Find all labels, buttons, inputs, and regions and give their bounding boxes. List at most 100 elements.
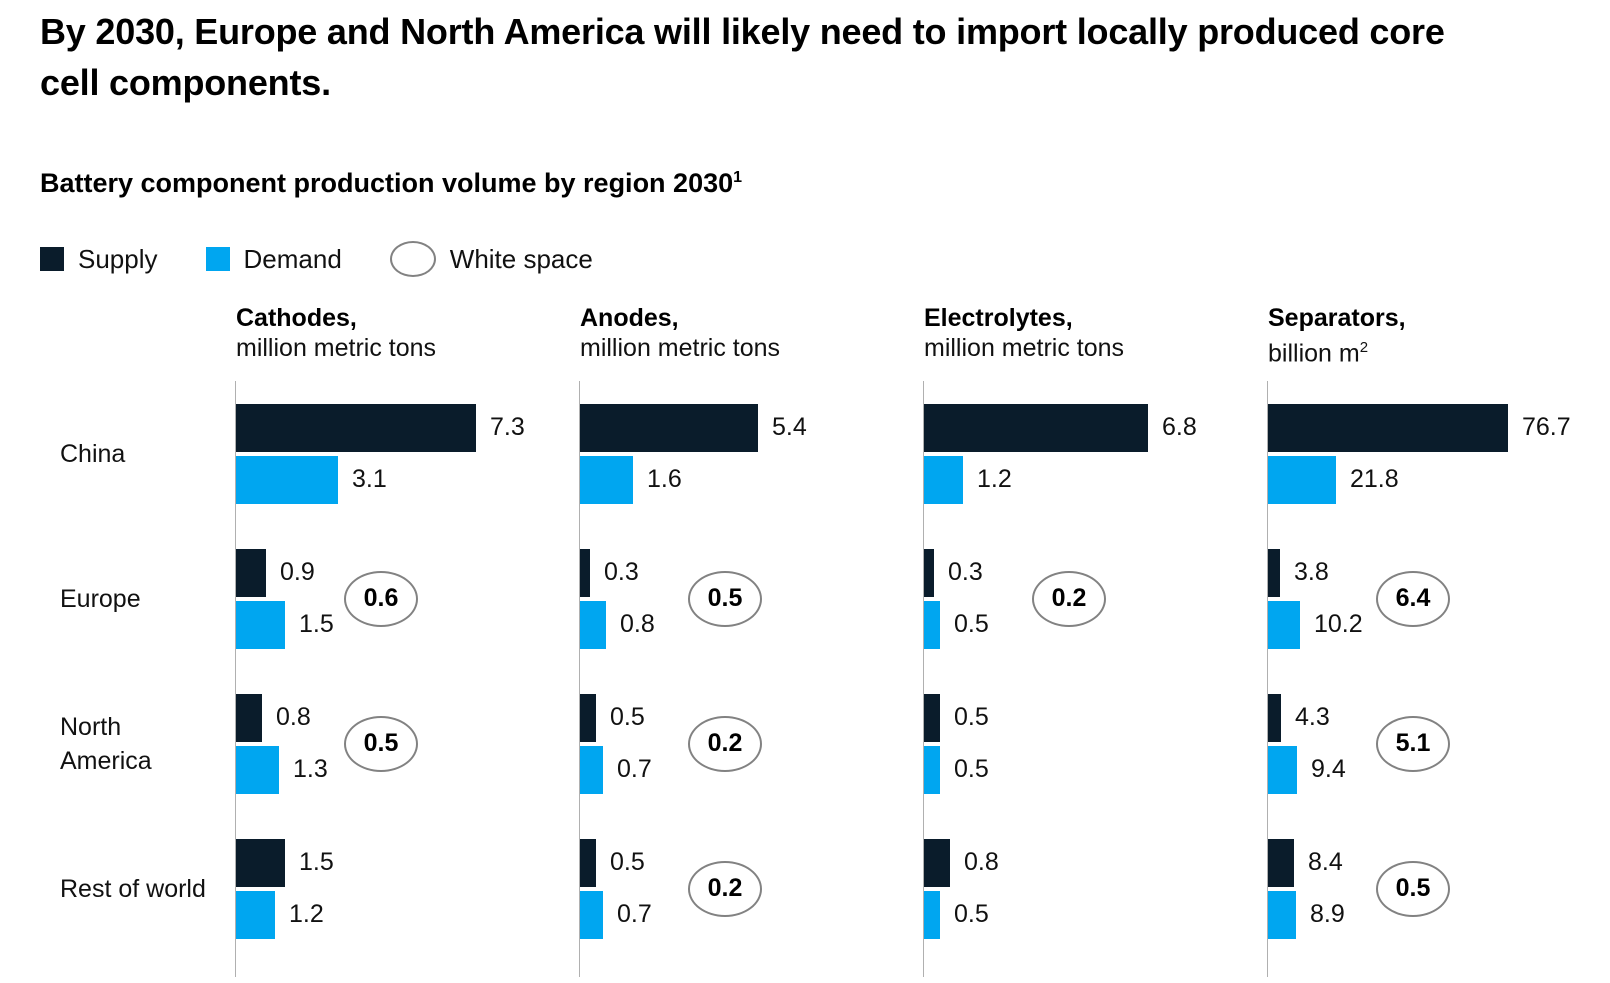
demand-bar — [1268, 600, 1300, 649]
supply-bar-row: 0.3 — [924, 548, 1267, 597]
demand-value-label: 0.5 — [954, 755, 989, 784]
demand-bar — [924, 890, 940, 939]
panel-unit: million metric tons — [236, 334, 437, 363]
supply-value-label: 3.8 — [1294, 558, 1329, 587]
demand-value-label: 0.5 — [954, 610, 989, 639]
white-space-ellipse: 0.5 — [344, 715, 418, 772]
bar-pair: 8.4 8.9 — [1268, 838, 1610, 939]
demand-value-label: 21.8 — [1350, 465, 1399, 494]
supply-value-label: 0.8 — [276, 703, 311, 732]
supply-value-label: 76.7 — [1522, 413, 1571, 442]
white-space-ellipse-icon — [389, 241, 436, 278]
supply-bar — [1268, 838, 1294, 887]
demand-bar-row: 1.3 — [236, 745, 579, 794]
panel-title: Cathodes, — [236, 304, 357, 333]
demand-bar — [580, 600, 606, 649]
demand-value-label: 9.4 — [1311, 755, 1346, 784]
bar-pair: 0.8 0.5 — [924, 838, 1267, 939]
supply-bar — [924, 548, 934, 597]
panel-title: Electrolytes, — [924, 304, 1073, 333]
supply-bar-row: 3.8 — [1268, 548, 1610, 597]
panel-header-2: Anodes, million metric tons — [579, 303, 923, 381]
bar-pair: 0.5 0.5 — [924, 693, 1267, 794]
demand-bar — [924, 745, 940, 794]
demand-bar-row: 0.7 — [580, 745, 923, 794]
axis-extension-1 — [235, 961, 579, 978]
panel-header-1: Cathodes, million metric tons — [235, 303, 579, 381]
supply-value-label: 7.3 — [490, 413, 525, 442]
supply-bar — [580, 548, 590, 597]
region-column-spacer — [40, 303, 235, 381]
demand-bar-row: 0.8 — [580, 600, 923, 649]
panel-cell-4: 76.7 21.8 — [1267, 381, 1610, 527]
white-space-ellipse: 0.2 — [688, 860, 762, 917]
demand-value-label: 1.2 — [977, 465, 1012, 494]
supply-value-label: 0.9 — [280, 558, 315, 587]
bar-pair: 7.3 3.1 — [236, 403, 579, 504]
demand-bar — [924, 600, 940, 649]
supply-bar-row: 0.9 — [236, 548, 579, 597]
panel-cell-1: 0.9 1.5 0.6 — [235, 526, 579, 672]
demand-bar-row: 10.2 — [1268, 600, 1610, 649]
legend-label-supply: Supply — [78, 243, 158, 274]
demand-bar — [580, 745, 603, 794]
supply-bar-row: 8.4 — [1268, 838, 1610, 887]
supply-bar-row: 0.8 — [924, 838, 1267, 887]
panel-cell-1: 1.5 1.2 — [235, 816, 579, 962]
region-label: Rest of world — [60, 874, 206, 903]
demand-value-label: 1.3 — [293, 755, 328, 784]
axis-extension-2 — [579, 961, 923, 978]
demand-bar-row: 21.8 — [1268, 455, 1610, 504]
supply-bar-row: 1.5 — [236, 838, 579, 887]
panel-cell-1: 7.3 3.1 — [235, 381, 579, 527]
demand-bar — [236, 600, 285, 649]
demand-value-label: 1.2 — [289, 900, 324, 929]
supply-value-label: 0.5 — [610, 848, 645, 877]
white-space-ellipse: 0.6 — [344, 570, 418, 627]
supply-bar-row: 0.5 — [580, 693, 923, 742]
demand-bar — [1268, 455, 1336, 504]
chart-title-text: Battery component production volume by r… — [40, 168, 734, 199]
region-label-cell: North America — [40, 671, 235, 816]
panel-unit: billion m2 — [1268, 339, 1369, 368]
white-space-ellipse: 0.2 — [688, 715, 762, 772]
demand-value-label: 3.1 — [352, 465, 387, 494]
panel-cell-2: 0.3 0.8 0.5 — [579, 526, 923, 672]
bar-pair: 0.3 0.5 — [924, 548, 1267, 649]
supply-bar-row: 4.3 — [1268, 693, 1610, 742]
panel-unit-superscript: 2 — [1359, 339, 1369, 357]
demand-bar-row: 0.5 — [924, 890, 1267, 939]
demand-bar-row: 1.2 — [924, 455, 1267, 504]
panel-cell-4: 4.3 9.4 5.1 — [1267, 671, 1610, 817]
supply-bar-row: 76.7 — [1268, 403, 1610, 452]
supply-bar-row: 0.5 — [580, 838, 923, 887]
bar-pair: 6.8 1.2 — [924, 403, 1267, 504]
supply-bar-row: 5.4 — [580, 403, 923, 452]
legend-item-white-space: White space — [389, 241, 593, 278]
demand-bar-row: 0.7 — [580, 890, 923, 939]
legend: Supply Demand White space — [40, 241, 1610, 278]
supply-value-label: 8.4 — [1308, 848, 1343, 877]
panel-cell-2: 5.4 1.6 — [579, 381, 923, 527]
region-label-cell: Rest of world — [40, 816, 235, 961]
supply-value-label: 0.5 — [954, 703, 989, 732]
region-label: Europe — [60, 584, 141, 613]
supply-bar-row: 7.3 — [236, 403, 579, 452]
supply-bar-row: 6.8 — [924, 403, 1267, 452]
demand-bar — [236, 890, 275, 939]
white-space-ellipse: 0.5 — [1376, 860, 1450, 917]
bar-pair: 3.8 10.2 — [1268, 548, 1610, 649]
supply-bar — [236, 403, 476, 452]
white-space-ellipse: 0.5 — [688, 570, 762, 627]
supply-swatch-icon — [40, 247, 64, 272]
demand-bar — [580, 455, 633, 504]
demand-value-label: 10.2 — [1314, 610, 1363, 639]
supply-bar — [924, 693, 940, 742]
demand-value-label: 1.6 — [647, 465, 682, 494]
supply-value-label: 0.3 — [948, 558, 983, 587]
panel-unit: million metric tons — [580, 334, 781, 363]
panel-title: Separators, — [1268, 304, 1406, 333]
axis-extension-4 — [1267, 961, 1610, 978]
region-label: China — [60, 439, 126, 468]
